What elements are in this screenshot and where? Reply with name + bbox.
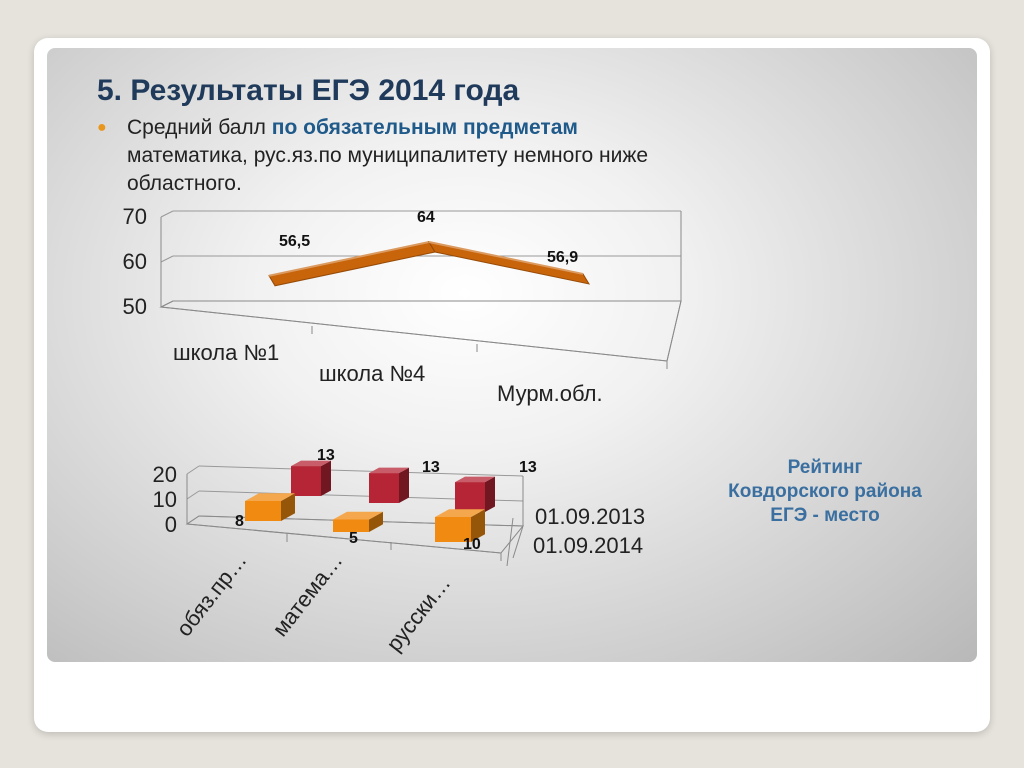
data-label: 64 (417, 209, 435, 226)
bar-2014-0 (245, 493, 295, 521)
series-name-2014: 01.09.2014 (533, 533, 643, 558)
bar-data-label: 10 (463, 536, 481, 553)
bar-grid-side-1 (186, 490, 200, 500)
bar-data-label: 8 (235, 513, 244, 530)
bar-top-face (333, 511, 383, 520)
bar-front-face (435, 517, 471, 542)
bar-data-label: 13 (317, 447, 335, 464)
bar-top-face (291, 460, 331, 467)
line-chart: 50 60 70 56,5 64 56,9 школа №1 школа №4 Мурм.обл… (123, 204, 682, 406)
rating-line-1: Рейтинг (787, 457, 863, 478)
bar-depth-axis-2 (506, 517, 514, 567)
bar-top-face (369, 467, 409, 474)
rating-caption: Рейтинг Ковдорского района ЕГЭ - место (697, 456, 953, 528)
bar-side-face (281, 493, 295, 521)
x-category-label: Мурм.обл. (497, 381, 603, 406)
bar-top-face (435, 509, 485, 517)
bar-side-face (471, 509, 485, 542)
bar-top-face (245, 493, 295, 501)
bar-data-label: 13 (422, 459, 440, 476)
x-category-label: школа №4 (319, 361, 425, 386)
bullet-text: Средний балл по обязательным предметам м… (127, 114, 667, 198)
x-category-label: школа №1 (173, 340, 279, 365)
bar-front-face (245, 501, 281, 521)
bar-grid-side-2 (186, 465, 200, 475)
bullet-text-rest: математика, рус.яз.по муниципалитету нем… (127, 144, 649, 195)
bullet-text-highlight: по обязательным предметам (271, 116, 578, 139)
bullet-text-start: Средний балл (127, 116, 272, 139)
bar-side-face (369, 511, 383, 532)
bar-category-label: русски… (381, 571, 455, 656)
bar-2013-1 (369, 467, 409, 503)
x-axis-front (160, 306, 668, 362)
data-label: 56,5 (279, 233, 310, 250)
bar-data-label: 5 (349, 530, 358, 547)
bar-front-face (455, 482, 485, 512)
bar-front-face (369, 473, 399, 503)
bar-2014-2 (435, 509, 485, 542)
bar-side-face (321, 460, 331, 496)
grid-side-2 (160, 210, 174, 218)
bar-category-label: обяз.пр… (171, 548, 251, 641)
y-tick-label: 70 (123, 204, 147, 229)
bar-y-tick-label: 0 (165, 512, 177, 537)
slide-panel: 5. Результаты ЕГЭ 2014 года ● Средний ба… (47, 48, 977, 662)
bar-y-tick-label: 10 (153, 487, 177, 512)
bar-gridline-2 (198, 465, 524, 477)
bar-2013-2 (455, 476, 495, 512)
slide-title: 5. Результаты ЕГЭ 2014 года (97, 74, 520, 107)
bar-front-face (291, 466, 321, 496)
bar-depth-axis (512, 525, 524, 559)
rating-line-2: Ковдорского района (728, 481, 922, 502)
line-segment-top-1 (428, 241, 584, 275)
bar-front-face (333, 519, 369, 532)
line-segment-top-0 (268, 241, 430, 277)
bar-y-tick-label: 20 (153, 462, 177, 487)
bar-side-face (399, 467, 409, 503)
data-label: 56,9 (547, 249, 578, 266)
y-tick-label: 50 (123, 294, 147, 319)
grid-side-1 (160, 255, 174, 263)
bar-side-face (485, 476, 495, 512)
bar-data-label: 13 (519, 459, 537, 476)
series-name-2013: 01.09.2013 (535, 504, 645, 529)
bar-category-label: матема… (267, 548, 347, 641)
bar-2014-1 (333, 511, 383, 532)
bar-top-face (455, 476, 495, 483)
bar-2013-0 (291, 460, 331, 496)
y-tick-label: 60 (123, 249, 147, 274)
floor-right-edge (666, 300, 682, 362)
bar-x-axis-front (186, 523, 502, 554)
bullet-dot-icon: ● (97, 119, 107, 136)
rating-line-3: ЕГЭ - место (770, 505, 880, 526)
